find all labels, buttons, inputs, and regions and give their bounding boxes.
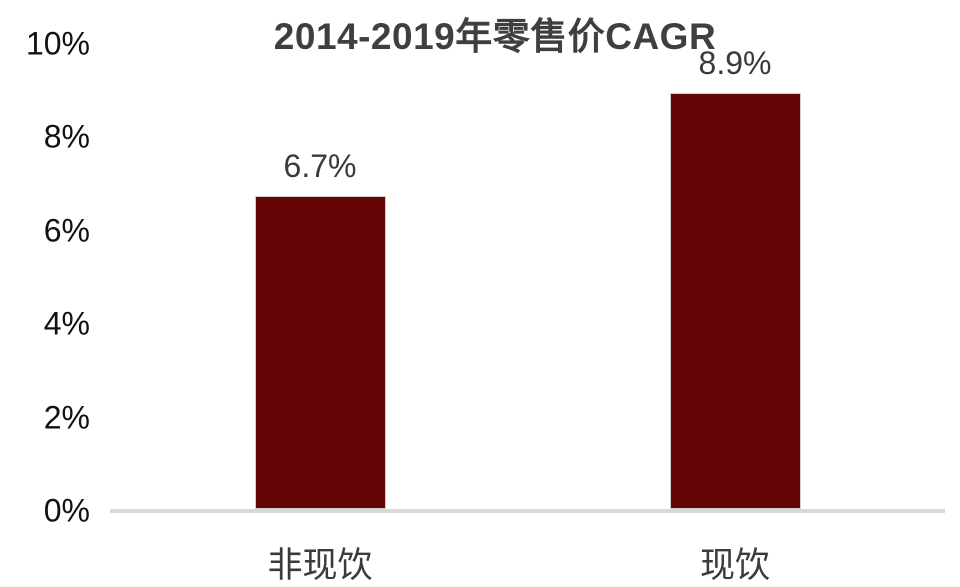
y-tick-label-6pct: 6%: [43, 212, 90, 249]
bar-1: [669, 93, 801, 509]
y-tick-label-0pct: 0%: [43, 492, 90, 529]
category-label-1: 现饮: [699, 546, 770, 585]
bar-0: [254, 196, 386, 509]
x-axis-line: [110, 509, 945, 513]
y-tick-label-8pct: 8%: [43, 118, 90, 155]
data-label-0: 6.7%: [283, 148, 357, 184]
y-tick-label-10pct: 10%: [25, 25, 90, 62]
data-label-1: 8.9%: [698, 45, 772, 81]
category-label-0: 非现饮: [267, 546, 373, 585]
y-tick-label-4pct: 4%: [43, 305, 90, 342]
chart-title: 2014-2019年零售价CAGR: [273, 16, 717, 57]
y-tick-label-2pct: 2%: [43, 399, 90, 436]
